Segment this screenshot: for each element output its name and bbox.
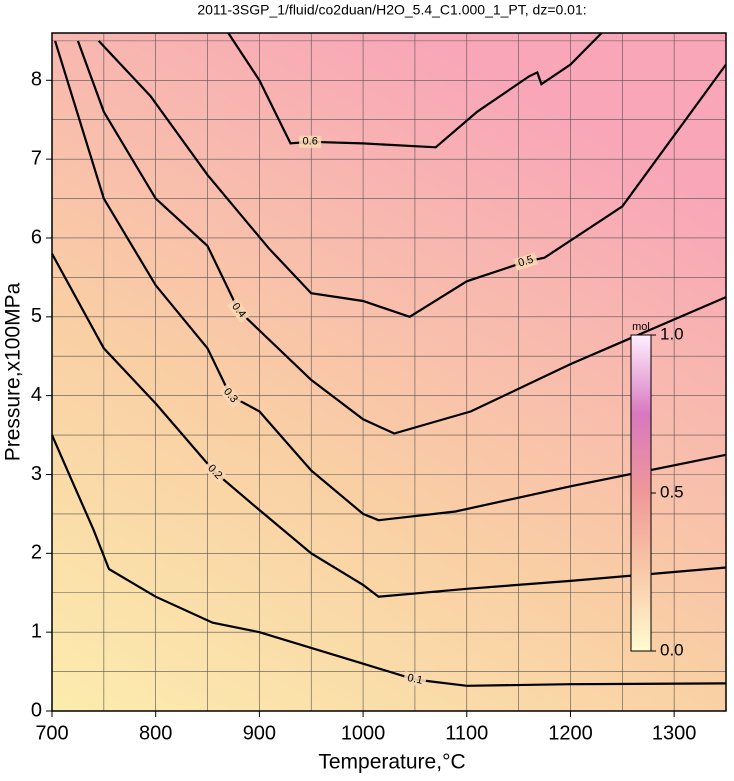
- y-tick-label: 8: [31, 69, 42, 91]
- colorbar: [630, 334, 652, 652]
- plot-frame: [51, 32, 727, 712]
- contour-line: [97, 40, 727, 319]
- contour-label-bg: [299, 135, 322, 148]
- y-tick-label: 7: [31, 147, 42, 169]
- x-tick-label: 1200: [548, 722, 593, 744]
- contour-label-bg: [227, 298, 251, 323]
- y-tick-label: 2: [31, 542, 42, 564]
- contour-line: [51, 253, 727, 598]
- contour-label-bg: [202, 460, 227, 485]
- x-tick-label: 900: [243, 722, 276, 744]
- x-axis-label: Temperature,°C: [318, 751, 465, 774]
- y-tick-label: 6: [31, 226, 42, 248]
- colorbar-tick-label: 0.5: [660, 482, 684, 501]
- y-tick-label: 5: [31, 305, 42, 327]
- colorbar-tick-label: 0.0: [660, 640, 684, 659]
- contour-label-bg: [218, 383, 242, 408]
- contour-line: [50, 434, 727, 687]
- colorbar-tick-label: 1.0: [660, 324, 684, 343]
- contour-label: 0.6: [303, 136, 318, 148]
- x-tick-label: 1100: [445, 722, 488, 744]
- plot-background: [52, 33, 726, 711]
- contour-label-group: 0.6: [299, 135, 322, 148]
- y-axis-label: Pressure,x100MPa: [2, 282, 25, 461]
- contour-label-group: 0.5: [513, 252, 539, 271]
- x-tick-label: 1000: [341, 722, 386, 744]
- contour-line: [227, 32, 603, 149]
- x-tick-label: 700: [35, 722, 68, 744]
- y-tick-label: 0: [31, 699, 42, 721]
- contour-line: [54, 40, 727, 522]
- contour-label: 0.1: [406, 672, 423, 687]
- contour-label-group: 0.1: [402, 671, 427, 688]
- contour-label-bg: [513, 252, 539, 271]
- chart-title: 2011-3SGP_1/fluid/co2duan/H2O_5.4_C1.000…: [197, 2, 586, 18]
- contour-label-bg: [402, 671, 427, 688]
- contour-label: 0.5: [517, 254, 535, 270]
- y-tick-label: 4: [31, 384, 42, 406]
- x-tick-label: 800: [139, 722, 172, 744]
- x-tick-label: 1300: [652, 722, 697, 744]
- y-tick-label: 3: [31, 463, 42, 485]
- contour-line: [76, 40, 727, 435]
- colorbar-label: mol: [632, 321, 650, 333]
- y-tick-label: 1: [31, 620, 42, 642]
